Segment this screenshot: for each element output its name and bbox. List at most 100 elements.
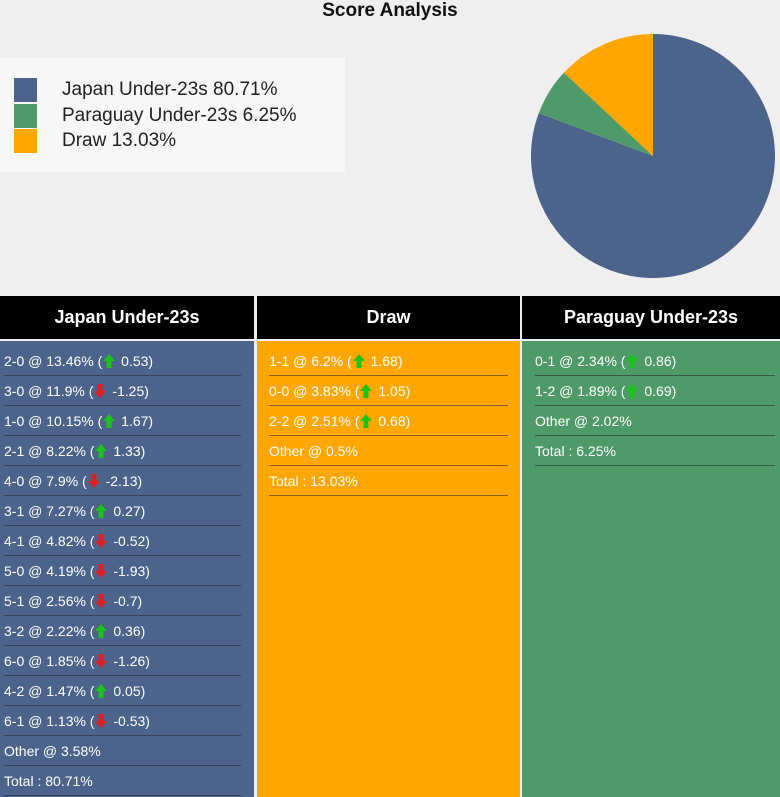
arrow-up-icon — [626, 384, 639, 398]
score-change: -0.7) — [109, 593, 143, 609]
score-text: 5-0 @ 4.19% ( — [4, 563, 95, 579]
score-change: 1.05) — [374, 383, 411, 399]
score-row: 1-2 @ 1.89% ( 0.69) — [535, 376, 775, 406]
column-japan: Japan Under-23s 2-0 @ 13.46% ( 0.53) 3-0 @… — [0, 296, 254, 797]
score-row: 4-0 @ 7.9% ( -2.13) — [4, 466, 241, 496]
legend-swatch — [14, 78, 37, 102]
score-change: -0.52) — [109, 533, 150, 549]
legend-swatch — [14, 129, 37, 153]
score-change: 0.05) — [109, 683, 146, 699]
pie-slice-paraguay-under-23s — [538, 72, 653, 156]
score-change: -1.26) — [109, 653, 150, 669]
score-row: 1-0 @ 10.15% ( 1.67) — [4, 406, 241, 436]
score-change: 1.33) — [109, 443, 146, 459]
arrow-down-icon — [95, 654, 108, 668]
score-text: 3-1 @ 7.27% ( — [4, 503, 95, 519]
score-text: 2-2 @ 2.51% ( — [269, 413, 360, 429]
arrow-down-icon — [87, 474, 100, 488]
score-row: 6-0 @ 1.85% ( -1.26) — [4, 646, 241, 676]
score-row: Total : 13.03% — [269, 466, 508, 496]
score-change: 0.36) — [109, 623, 146, 639]
score-text: 4-0 @ 7.9% ( — [4, 473, 87, 489]
score-row: 2-1 @ 8.22% ( 1.33) — [4, 436, 241, 466]
arrow-up-icon — [360, 384, 373, 398]
arrow-up-icon — [95, 444, 108, 458]
score-row: Other @ 0.5% — [269, 436, 508, 466]
score-change: 0.86) — [640, 353, 677, 369]
column-paraguay: Paraguay Under-23s 0-1 @ 2.34% ( 0.86) 1-2… — [522, 296, 780, 797]
score-text: Total : 80.71% — [4, 773, 93, 789]
score-change: -1.93) — [109, 563, 150, 579]
score-row: 3-2 @ 2.22% ( 0.36) — [4, 616, 241, 646]
score-row: 5-1 @ 2.56% ( -0.7) — [4, 586, 241, 616]
score-text: 4-2 @ 1.47% ( — [4, 683, 95, 699]
chart-title: Score Analysis — [322, 0, 458, 21]
column-header: Paraguay Under-23s — [522, 296, 780, 339]
column-body: 1-1 @ 6.2% ( 1.68) 0-0 @ 3.83% ( 1.05) 2-2… — [257, 341, 520, 797]
arrow-down-icon — [95, 594, 108, 608]
arrow-down-icon — [95, 564, 108, 578]
score-change: -1.25) — [108, 383, 149, 399]
score-change: 0.27) — [109, 503, 146, 519]
score-text: 3-0 @ 11.9% ( — [4, 383, 94, 399]
score-text: 2-0 @ 13.46% ( — [4, 353, 103, 369]
score-text: 1-1 @ 6.2% ( — [269, 353, 352, 369]
score-row: 4-1 @ 4.82% ( -0.52) — [4, 526, 241, 556]
score-text: 0-1 @ 2.34% ( — [535, 353, 626, 369]
score-text: 0-0 @ 3.83% ( — [269, 383, 360, 399]
score-change: -2.13) — [101, 473, 143, 489]
score-row: 6-1 @ 1.13% ( -0.53) — [4, 706, 241, 736]
score-change: 1.67) — [117, 413, 154, 429]
score-text: 6-1 @ 1.13% ( — [4, 713, 95, 729]
score-row: Other @ 3.58% — [4, 736, 241, 766]
score-text: 3-2 @ 2.22% ( — [4, 623, 95, 639]
column-body: 2-0 @ 13.46% ( 0.53) 3-0 @ 11.9% ( -1.25)… — [0, 341, 254, 797]
score-text: Total : 6.25% — [535, 443, 616, 459]
score-row: 4-2 @ 1.47% ( 0.05) — [4, 676, 241, 706]
legend-swatch — [14, 104, 37, 128]
score-row: 3-1 @ 7.27% ( 0.27) — [4, 496, 241, 526]
legend-label: Draw 13.03% — [62, 130, 177, 151]
arrow-up-icon — [352, 354, 365, 368]
column-draw: Draw 1-1 @ 6.2% ( 1.68) 0-0 @ 3.83% ( 1.05… — [257, 296, 520, 797]
pie-legend: Japan Under-23s 80.71% Paraguay Under-23s… — [0, 58, 345, 172]
column-header: Draw — [257, 296, 520, 339]
arrow-up-icon — [103, 414, 116, 428]
arrow-down-icon — [95, 714, 108, 728]
score-text: 4-1 @ 4.82% ( — [4, 533, 95, 549]
arrow-down-icon — [95, 534, 108, 548]
score-row: 1-1 @ 6.2% ( 1.68) — [269, 346, 508, 376]
score-row: Other @ 2.02% — [535, 406, 775, 436]
pie-slice-draw — [563, 34, 653, 156]
score-row: 0-0 @ 3.83% ( 1.05) — [269, 376, 508, 406]
legend-label: Paraguay Under-23s 6.25% — [62, 105, 297, 126]
arrow-up-icon — [95, 684, 108, 698]
score-row: 2-0 @ 13.46% ( 0.53) — [4, 346, 241, 376]
score-text: Total : 13.03% — [269, 473, 358, 489]
score-text: 5-1 @ 2.56% ( — [4, 593, 95, 609]
score-change: 0.53) — [117, 353, 154, 369]
legend-item: Draw 13.03% — [14, 129, 176, 153]
score-change: 1.68) — [366, 353, 403, 369]
score-row: 0-1 @ 2.34% ( 0.86) — [535, 346, 775, 376]
score-change: 0.68) — [374, 413, 411, 429]
score-change: -0.53) — [109, 713, 150, 729]
legend-item: Paraguay Under-23s 6.25% — [14, 104, 296, 128]
column-header: Japan Under-23s — [0, 296, 254, 339]
arrow-up-icon — [95, 504, 108, 518]
arrow-down-icon — [94, 384, 107, 398]
score-row: 5-0 @ 4.19% ( -1.93) — [4, 556, 241, 586]
score-text: 1-2 @ 1.89% ( — [535, 383, 626, 399]
legend-item: Japan Under-23s 80.71% — [14, 78, 277, 102]
score-text: 6-0 @ 1.85% ( — [4, 653, 95, 669]
arrow-up-icon — [360, 414, 373, 428]
score-row: Total : 80.71% — [4, 766, 241, 796]
arrow-up-icon — [95, 624, 108, 638]
pie-chart — [531, 34, 775, 278]
score-text: Other @ 3.58% — [4, 743, 101, 759]
score-text: Other @ 2.02% — [535, 413, 632, 429]
score-row: 3-0 @ 11.9% ( -1.25) — [4, 376, 241, 406]
score-change: 0.69) — [640, 383, 677, 399]
score-text: 1-0 @ 10.15% ( — [4, 413, 103, 429]
arrow-up-icon — [626, 354, 639, 368]
